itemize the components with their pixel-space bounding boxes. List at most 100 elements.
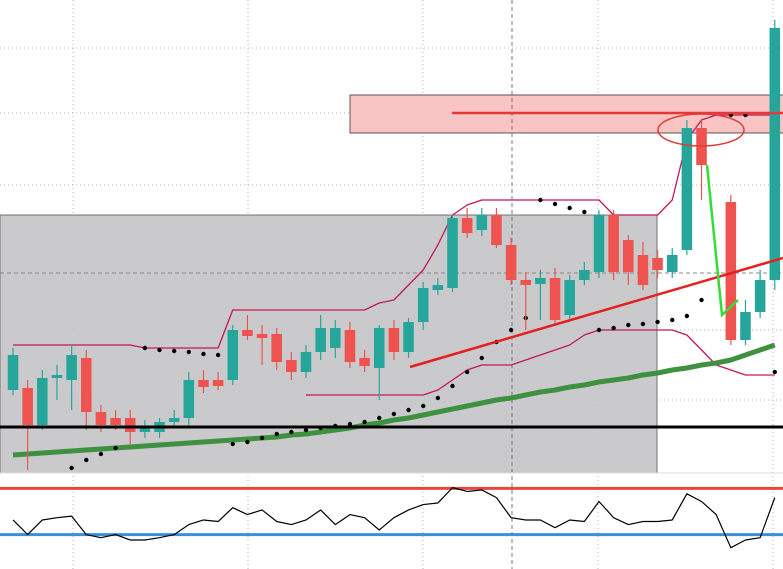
sar-dot <box>552 201 558 207</box>
candle-body <box>652 258 663 270</box>
candle-body <box>725 202 737 340</box>
sar-dot <box>406 407 411 413</box>
sar-dot <box>362 419 367 425</box>
candle-body <box>183 380 195 418</box>
sar-dot <box>640 321 646 327</box>
sar-dot <box>391 411 397 417</box>
candle-body <box>22 388 33 425</box>
indicator-line <box>12 342 776 458</box>
candle-body <box>623 240 634 272</box>
sar-dot <box>567 205 572 211</box>
candle-body <box>564 280 575 315</box>
sar-dot <box>245 439 250 445</box>
candle-body <box>461 218 473 233</box>
indicator-line <box>12 487 776 549</box>
candle-body <box>520 280 532 285</box>
candle-body <box>666 255 678 272</box>
indicator-line <box>306 329 775 396</box>
sar-dot <box>259 435 265 441</box>
candle-body <box>227 330 239 380</box>
sar-dot <box>274 431 279 437</box>
candle-body <box>7 355 19 390</box>
candle-body <box>242 330 253 336</box>
sar-dot <box>582 209 587 215</box>
projection-line <box>705 164 739 318</box>
candle-body <box>681 128 693 250</box>
sar-dot <box>655 319 660 325</box>
candle-body <box>769 28 781 280</box>
candle-body <box>110 418 121 425</box>
candle-body <box>740 312 751 340</box>
trend-line <box>409 256 783 369</box>
candle-body <box>403 322 414 352</box>
candle-body <box>754 280 766 312</box>
indicator-line <box>13 114 775 349</box>
indicators <box>12 112 777 471</box>
sar-dot <box>699 297 704 303</box>
sar-dot <box>670 317 675 323</box>
candle-body <box>447 218 458 288</box>
candle-body <box>593 215 605 272</box>
sar-dot <box>479 355 484 361</box>
candle-body <box>535 278 546 284</box>
sar-dot <box>186 349 192 355</box>
sar-dot <box>772 369 777 375</box>
candle-body <box>37 378 48 425</box>
candle-body <box>51 375 63 378</box>
candle-body <box>300 352 312 372</box>
sar-dot <box>303 427 309 433</box>
sar-dot <box>626 322 631 328</box>
candle-body <box>330 328 341 348</box>
candle-body <box>256 334 268 338</box>
candle-body <box>476 215 488 230</box>
sar-dot <box>84 457 89 463</box>
sar-dot <box>435 395 441 401</box>
candle-body <box>491 215 502 245</box>
candle-body <box>373 328 385 368</box>
candle-body <box>212 380 224 386</box>
sar-dot <box>347 421 353 427</box>
sar-dot <box>230 441 235 447</box>
candle-body <box>95 412 107 425</box>
sar-dot <box>215 352 221 358</box>
candle-body <box>139 428 151 432</box>
sar-dot <box>98 451 104 457</box>
sar-dot <box>171 348 177 354</box>
candle-body <box>388 328 400 352</box>
candle-body <box>271 334 282 362</box>
candle-body <box>286 360 297 372</box>
sar-dot <box>69 465 74 471</box>
drawings <box>0 111 783 429</box>
sar-dot <box>420 403 426 409</box>
highlight-ellipse <box>657 113 745 147</box>
sar-dot <box>377 415 382 421</box>
candle-body <box>315 328 326 352</box>
sar-dot <box>611 325 616 331</box>
candle-body <box>579 270 590 280</box>
sar-dot <box>508 327 514 333</box>
sar-dot <box>142 345 148 351</box>
candle-body <box>549 278 561 320</box>
sar-dot <box>289 429 294 435</box>
candle-body <box>80 358 92 412</box>
sar-dot <box>157 347 162 353</box>
candle-body <box>344 330 356 362</box>
sar-dot <box>538 197 543 203</box>
sar-dot <box>201 351 206 357</box>
candle-body <box>505 245 517 280</box>
sar-dot <box>464 369 470 375</box>
sar-dot <box>684 313 690 319</box>
sar-dot <box>596 327 602 333</box>
sar-dot <box>450 383 455 389</box>
candle-body <box>198 380 209 387</box>
range-box <box>0 214 658 474</box>
candle-body <box>66 355 77 380</box>
candle-body <box>432 285 444 290</box>
candle-body <box>124 418 136 432</box>
sar-dot <box>113 445 118 451</box>
candle-body <box>168 418 180 422</box>
candle-body <box>608 215 619 272</box>
candle-body <box>417 288 429 322</box>
